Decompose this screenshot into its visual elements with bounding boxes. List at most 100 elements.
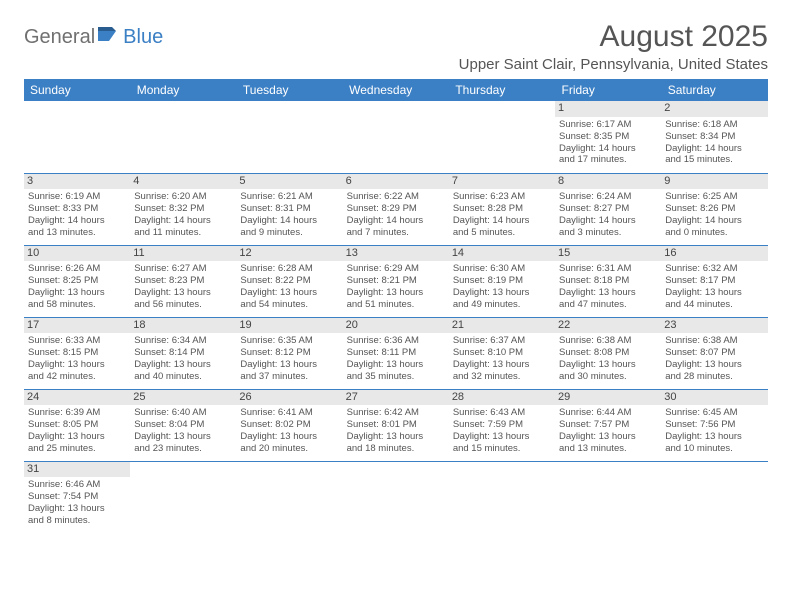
cell-text: Sunset: 8:31 PM bbox=[240, 203, 338, 215]
cell-text: Sunset: 8:22 PM bbox=[240, 275, 338, 287]
cell-text: Sunrise: 6:44 AM bbox=[559, 407, 657, 419]
calendar-cell: 25Sunrise: 6:40 AMSunset: 8:04 PMDayligh… bbox=[130, 389, 236, 461]
cell-text: Daylight: 14 hours bbox=[347, 215, 445, 227]
cell-text: Sunset: 8:10 PM bbox=[453, 347, 551, 359]
cell-text: Sunset: 8:32 PM bbox=[134, 203, 232, 215]
cell-text: Sunrise: 6:28 AM bbox=[240, 263, 338, 275]
cell-text: Daylight: 14 hours bbox=[240, 215, 338, 227]
day-number: 12 bbox=[236, 246, 342, 262]
cell-text: Daylight: 13 hours bbox=[28, 431, 126, 443]
cell-text: and 15 minutes. bbox=[665, 154, 763, 166]
calendar-cell: 15Sunrise: 6:31 AMSunset: 8:18 PMDayligh… bbox=[555, 245, 661, 317]
cell-text: and 47 minutes. bbox=[559, 299, 657, 311]
cell-text: Sunset: 8:25 PM bbox=[28, 275, 126, 287]
cell-text: Sunset: 8:23 PM bbox=[134, 275, 232, 287]
calendar-cell bbox=[449, 101, 555, 173]
cell-text: and 49 minutes. bbox=[453, 299, 551, 311]
cell-text: Sunrise: 6:29 AM bbox=[347, 263, 445, 275]
cell-text: Sunset: 8:15 PM bbox=[28, 347, 126, 359]
cell-text: Sunset: 8:19 PM bbox=[453, 275, 551, 287]
cell-text: Sunset: 8:17 PM bbox=[665, 275, 763, 287]
day-number: 29 bbox=[555, 390, 661, 406]
cell-text: Sunset: 7:56 PM bbox=[665, 419, 763, 431]
day-header: Saturday bbox=[661, 79, 767, 101]
calendar-cell bbox=[343, 461, 449, 533]
day-number: 25 bbox=[130, 390, 236, 406]
day-number: 8 bbox=[555, 174, 661, 190]
cell-text: Daylight: 14 hours bbox=[134, 215, 232, 227]
day-number: 20 bbox=[343, 318, 449, 334]
day-number: 19 bbox=[236, 318, 342, 334]
cell-text: Sunset: 8:07 PM bbox=[665, 347, 763, 359]
logo-text-general: General bbox=[24, 26, 95, 49]
cell-text: and 13 minutes. bbox=[559, 443, 657, 455]
cell-text: Sunrise: 6:34 AM bbox=[134, 335, 232, 347]
calendar-cell: 13Sunrise: 6:29 AMSunset: 8:21 PMDayligh… bbox=[343, 245, 449, 317]
cell-text: Sunset: 8:11 PM bbox=[347, 347, 445, 359]
day-header: Friday bbox=[555, 79, 661, 101]
cell-text: Daylight: 13 hours bbox=[665, 431, 763, 443]
calendar-cell: 7Sunrise: 6:23 AMSunset: 8:28 PMDaylight… bbox=[449, 173, 555, 245]
cell-text: and 11 minutes. bbox=[134, 227, 232, 239]
day-header: Wednesday bbox=[343, 79, 449, 101]
cell-text: and 35 minutes. bbox=[347, 371, 445, 383]
day-number: 3 bbox=[24, 174, 130, 190]
day-number: 6 bbox=[343, 174, 449, 190]
calendar-cell: 12Sunrise: 6:28 AMSunset: 8:22 PMDayligh… bbox=[236, 245, 342, 317]
calendar-cell: 11Sunrise: 6:27 AMSunset: 8:23 PMDayligh… bbox=[130, 245, 236, 317]
calendar-cell: 24Sunrise: 6:39 AMSunset: 8:05 PMDayligh… bbox=[24, 389, 130, 461]
cell-text: Sunset: 8:18 PM bbox=[559, 275, 657, 287]
calendar-cell: 9Sunrise: 6:25 AMSunset: 8:26 PMDaylight… bbox=[661, 173, 767, 245]
cell-text: Daylight: 13 hours bbox=[453, 431, 551, 443]
cell-text: Sunrise: 6:21 AM bbox=[240, 191, 338, 203]
cell-text: Sunrise: 6:42 AM bbox=[347, 407, 445, 419]
calendar-cell: 30Sunrise: 6:45 AMSunset: 7:56 PMDayligh… bbox=[661, 389, 767, 461]
cell-text: Daylight: 13 hours bbox=[665, 359, 763, 371]
logo: General Blue bbox=[24, 20, 163, 49]
calendar-row: 24Sunrise: 6:39 AMSunset: 8:05 PMDayligh… bbox=[24, 389, 768, 461]
calendar-cell: 26Sunrise: 6:41 AMSunset: 8:02 PMDayligh… bbox=[236, 389, 342, 461]
day-number: 31 bbox=[24, 462, 130, 478]
day-number: 11 bbox=[130, 246, 236, 262]
calendar-row: 17Sunrise: 6:33 AMSunset: 8:15 PMDayligh… bbox=[24, 317, 768, 389]
cell-text: Sunset: 8:29 PM bbox=[347, 203, 445, 215]
cell-text: Daylight: 13 hours bbox=[240, 359, 338, 371]
cell-text: Sunrise: 6:40 AM bbox=[134, 407, 232, 419]
day-header-row: SundayMondayTuesdayWednesdayThursdayFrid… bbox=[24, 79, 768, 101]
cell-text: Daylight: 13 hours bbox=[240, 287, 338, 299]
cell-text: and 3 minutes. bbox=[559, 227, 657, 239]
cell-text: Sunset: 8:14 PM bbox=[134, 347, 232, 359]
calendar-cell: 6Sunrise: 6:22 AMSunset: 8:29 PMDaylight… bbox=[343, 173, 449, 245]
cell-text: Daylight: 14 hours bbox=[665, 143, 763, 155]
cell-text: and 0 minutes. bbox=[665, 227, 763, 239]
cell-text: Sunset: 8:01 PM bbox=[347, 419, 445, 431]
cell-text: Sunrise: 6:33 AM bbox=[28, 335, 126, 347]
cell-text: Sunset: 8:08 PM bbox=[559, 347, 657, 359]
cell-text: and 20 minutes. bbox=[240, 443, 338, 455]
cell-text: Sunrise: 6:41 AM bbox=[240, 407, 338, 419]
cell-text: and 9 minutes. bbox=[240, 227, 338, 239]
month-title: August 2025 bbox=[459, 20, 768, 54]
cell-text: Sunrise: 6:32 AM bbox=[665, 263, 763, 275]
cell-text: and 40 minutes. bbox=[134, 371, 232, 383]
cell-text: Sunrise: 6:30 AM bbox=[453, 263, 551, 275]
day-number: 10 bbox=[24, 246, 130, 262]
cell-text: Sunrise: 6:38 AM bbox=[665, 335, 763, 347]
calendar-cell bbox=[236, 101, 342, 173]
day-number: 30 bbox=[661, 390, 767, 406]
cell-text: Sunset: 8:28 PM bbox=[453, 203, 551, 215]
cell-text: Sunrise: 6:25 AM bbox=[665, 191, 763, 203]
calendar-cell: 8Sunrise: 6:24 AMSunset: 8:27 PMDaylight… bbox=[555, 173, 661, 245]
day-number: 9 bbox=[661, 174, 767, 190]
cell-text: Sunrise: 6:27 AM bbox=[134, 263, 232, 275]
calendar-cell: 16Sunrise: 6:32 AMSunset: 8:17 PMDayligh… bbox=[661, 245, 767, 317]
cell-text: Daylight: 13 hours bbox=[559, 359, 657, 371]
cell-text: and 51 minutes. bbox=[347, 299, 445, 311]
cell-text: Sunset: 8:26 PM bbox=[665, 203, 763, 215]
cell-text: and 58 minutes. bbox=[28, 299, 126, 311]
cell-text: and 17 minutes. bbox=[559, 154, 657, 166]
cell-text: Daylight: 13 hours bbox=[347, 287, 445, 299]
day-number: 18 bbox=[130, 318, 236, 334]
calendar-cell bbox=[343, 101, 449, 173]
cell-text: Sunset: 8:34 PM bbox=[665, 131, 763, 143]
